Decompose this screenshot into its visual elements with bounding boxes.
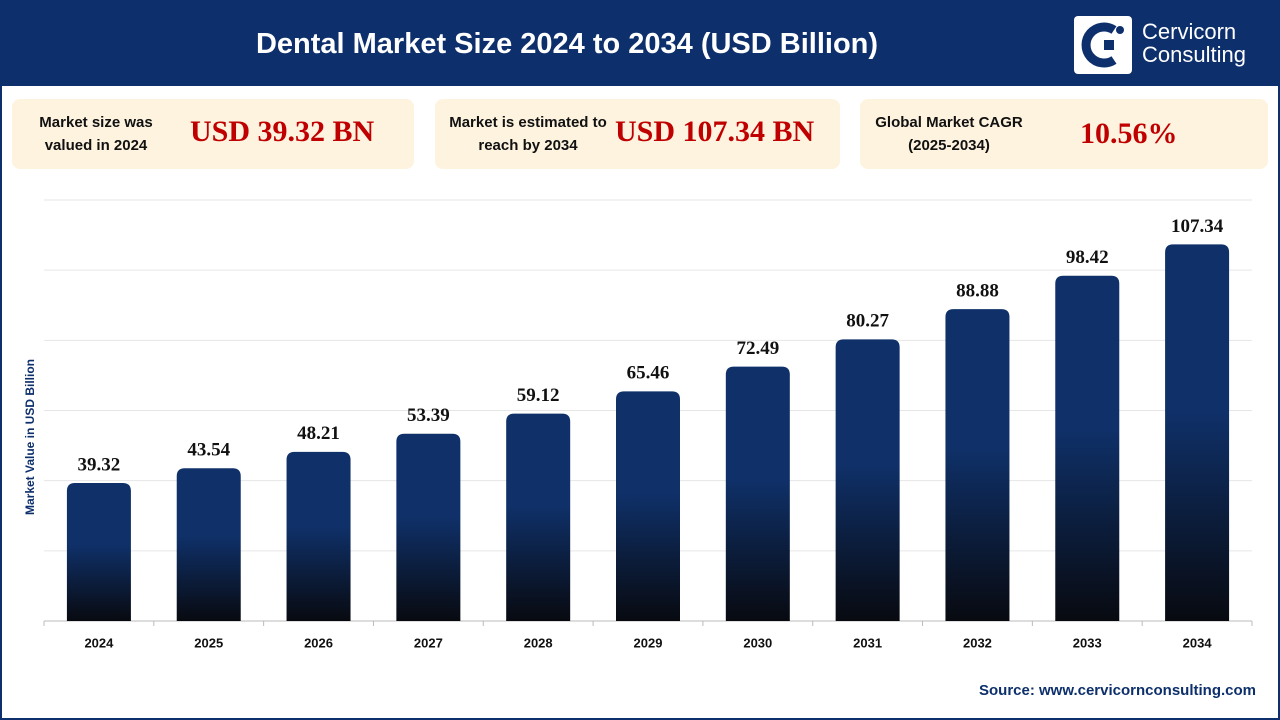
value-label: 48.21 <box>297 423 340 444</box>
x-tick-label: 2033 <box>1073 635 1102 650</box>
bar <box>66 483 131 621</box>
bar <box>945 309 1010 621</box>
value-label: 65.46 <box>627 363 670 384</box>
value-label: 53.39 <box>407 405 450 426</box>
bar <box>725 366 790 621</box>
logo-dot <box>1116 26 1124 34</box>
value-label: 107.34 <box>1171 216 1224 237</box>
highlight-box: Market is estimated to reach by 2034 USD… <box>435 99 840 169</box>
value-label: 88.88 <box>956 281 999 302</box>
highlight-box: Market size was valued in 2024 USD 39.32… <box>12 99 414 169</box>
bar <box>835 339 900 621</box>
x-tick-label: 2025 <box>194 635 223 650</box>
x-tick-label: 2029 <box>634 635 663 650</box>
header: Dental Market Size 2024 to 2034 (USD Bil… <box>2 2 1278 86</box>
highlight-value: USD 39.32 BN <box>190 115 375 148</box>
x-tick-label: 2030 <box>743 635 772 650</box>
logo-icon <box>1081 22 1124 68</box>
value-label: 98.42 <box>1066 247 1109 268</box>
logo-c <box>1081 22 1117 68</box>
highlight-box: Global Market CAGR (2025-2034) 10.56% <box>860 99 1268 169</box>
bar <box>1165 244 1230 621</box>
bar <box>506 413 571 621</box>
bar <box>286 451 351 621</box>
bar <box>396 433 461 621</box>
x-tick-label: 2027 <box>414 635 443 650</box>
x-tick-label: 2031 <box>853 635 882 650</box>
logo-square <box>1104 40 1114 50</box>
bar <box>176 468 241 621</box>
title: Dental Market Size 2024 to 2034 (USD Bil… <box>255 28 879 60</box>
value-label: 39.32 <box>78 454 121 475</box>
brand-line: Consulting <box>1142 42 1246 67</box>
value-label: 80.27 <box>846 311 889 332</box>
highlight-label: Global Market CAGR (2025-2034) <box>875 114 1023 154</box>
x-tick-label: 2024 <box>84 635 114 650</box>
source: Source: www.cervicornconsulting.com <box>978 682 1256 699</box>
value-label: 59.12 <box>517 385 560 406</box>
highlight-label: Market is estimated to reach by 2034 <box>449 114 607 154</box>
x-tick-label: 2026 <box>304 635 333 650</box>
highlight-value: USD 107.34 BN <box>615 115 815 148</box>
x-tick-label: 2028 <box>524 635 553 650</box>
x-tick-label: 2034 <box>1183 635 1213 650</box>
brand: Cervicorn Consulting <box>1142 20 1246 66</box>
value-label: 43.54 <box>187 440 230 461</box>
value-label: 72.49 <box>736 338 779 359</box>
highlight-label: Market size was valued in 2024 <box>39 114 153 154</box>
logo <box>1074 16 1132 74</box>
bar <box>616 391 680 621</box>
brand-line: Cervicorn <box>1142 19 1237 44</box>
x-tick-label: 2032 <box>963 635 992 650</box>
highlight-value: 10.56% <box>1080 117 1178 150</box>
bar <box>1055 275 1120 621</box>
